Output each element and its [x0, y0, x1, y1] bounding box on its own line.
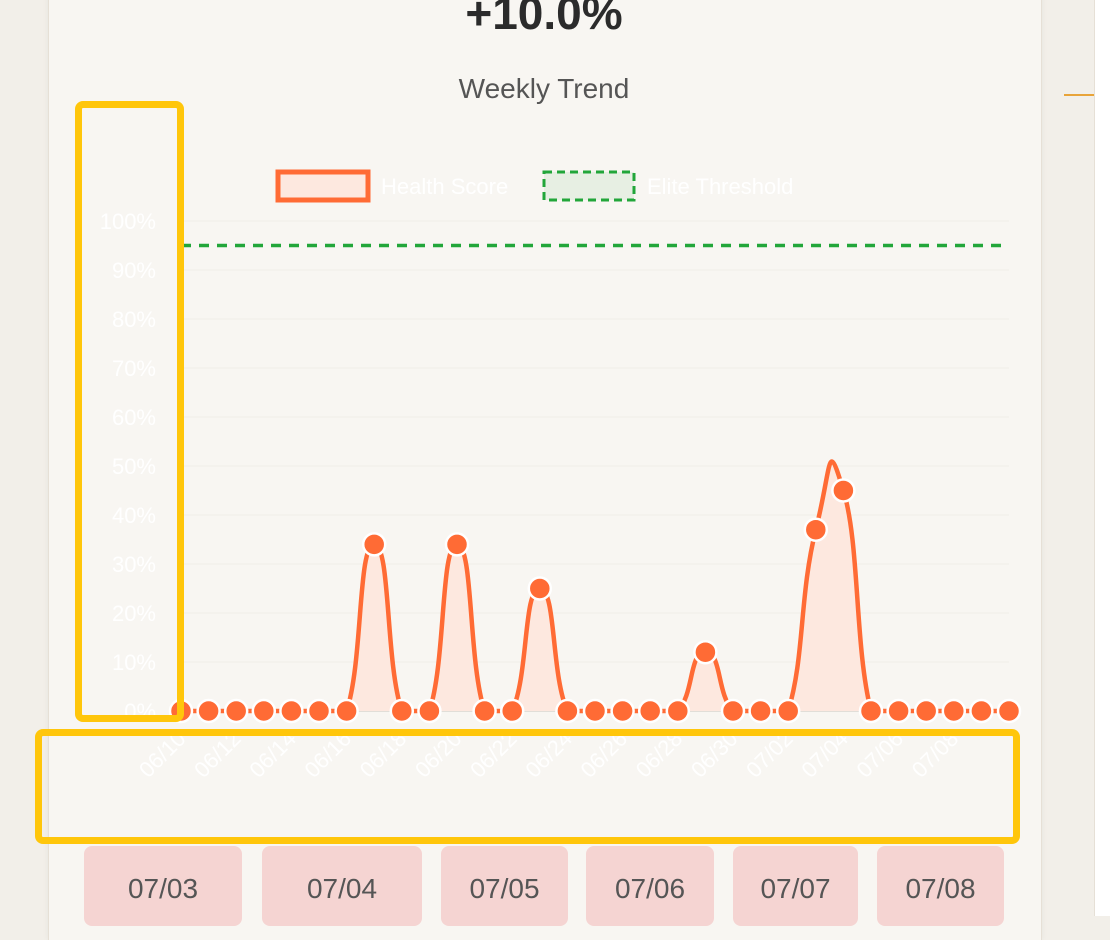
date-pill[interactable]: 07/03	[84, 846, 242, 926]
y-tick-label: 20%	[112, 601, 156, 626]
health-score-point	[748, 698, 773, 724]
y-axis-highlight-box	[75, 101, 184, 722]
health-score-point	[720, 698, 746, 724]
y-tick-label: 60%	[112, 405, 156, 430]
change-percentage: +10.0%	[465, 0, 623, 39]
health-score-point	[279, 698, 304, 724]
health-score-point	[251, 698, 277, 724]
adjacent-panel-marker	[1064, 94, 1094, 96]
health-score-point	[637, 698, 663, 724]
health-score-point	[969, 698, 994, 724]
y-tick-label: 80%	[112, 307, 156, 332]
y-axis: 0%10%20%30%40%50%60%70%80%90%100%	[100, 209, 156, 724]
y-tick-label: 10%	[112, 650, 156, 675]
health-score-point	[444, 532, 470, 557]
health-score-point	[803, 517, 829, 542]
date-pill[interactable]: 07/06	[586, 846, 714, 926]
health-score-point	[610, 698, 635, 724]
health-score-point	[775, 698, 801, 724]
health-score-point	[306, 698, 332, 724]
health-score-point	[527, 576, 553, 601]
y-tick-label: 90%	[112, 258, 156, 283]
plot-area	[168, 243, 1022, 724]
legend-label-health-score[interactable]: Health Score	[381, 174, 508, 199]
health-score-point	[417, 698, 442, 724]
health-score-point	[941, 698, 967, 724]
health-score-line	[181, 459, 1009, 714]
y-tick-label: 70%	[112, 356, 156, 381]
health-score-point	[913, 698, 939, 724]
y-tick-label: 50%	[112, 454, 156, 479]
health-score-point	[555, 698, 580, 724]
legend-swatch-elite-threshold[interactable]	[542, 170, 636, 202]
x-axis-highlight-box	[35, 729, 1020, 844]
date-pill[interactable]: 07/08	[877, 846, 1004, 926]
y-tick-label: 30%	[112, 552, 156, 577]
health-score-point	[886, 698, 911, 724]
date-pill[interactable]: 07/04	[262, 846, 422, 926]
y-tick-label: 100%	[100, 209, 156, 234]
adjacent-panel-edge	[1094, 0, 1110, 916]
health-score-point	[693, 639, 718, 665]
chart-subtitle: Weekly Trend	[458, 73, 630, 104]
chart-card	[48, 0, 1042, 940]
date-pill[interactable]: 07/07	[733, 846, 858, 926]
health-score-area	[181, 461, 1009, 711]
health-score-point	[996, 698, 1022, 724]
health-score-point	[389, 698, 415, 724]
health-score-point	[361, 532, 387, 557]
health-score-point	[196, 698, 221, 724]
health-score-point	[665, 698, 691, 724]
health-score-point	[858, 698, 884, 724]
health-score-point	[831, 478, 856, 503]
grid-lines	[181, 220, 1009, 712]
health-score-point	[472, 698, 497, 724]
legend-label-elite-threshold[interactable]: Elite Threshold	[647, 174, 793, 199]
chart-legend: Health Score Elite Threshold	[275, 169, 793, 203]
health-score-point	[582, 698, 608, 724]
legend-swatch-health-score[interactable]	[275, 169, 371, 203]
date-pill[interactable]: 07/05	[441, 846, 568, 926]
y-tick-label: 40%	[112, 503, 156, 528]
health-score-point	[499, 698, 525, 724]
health-score-point	[223, 698, 249, 724]
health-score-point	[334, 698, 359, 724]
